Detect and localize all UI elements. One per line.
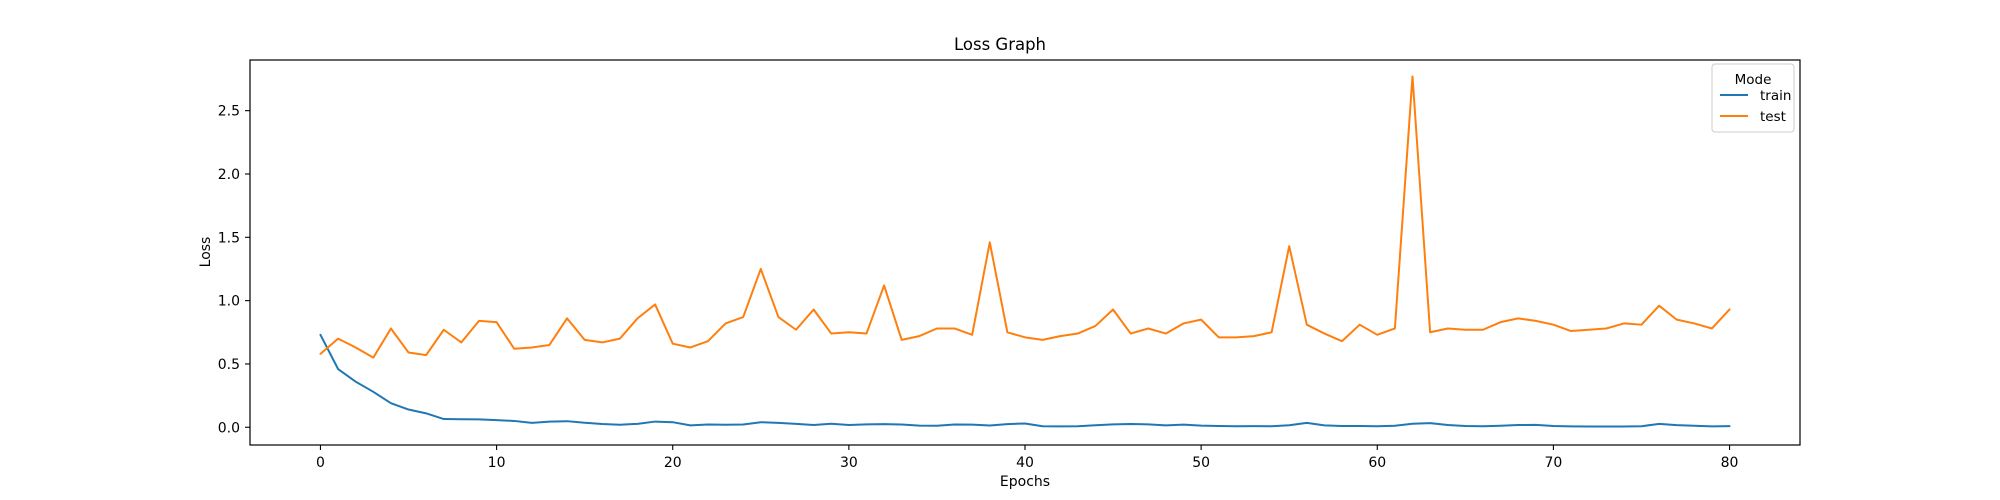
y-tick-label: 0.5 [218,357,240,373]
legend-title: Mode [1735,72,1772,88]
plot-area [249,59,1801,446]
series-line-test [319,75,1731,359]
y-tick-label: 1.0 [218,294,240,310]
x-tick-label: 30 [840,455,858,471]
x-tick-label: 20 [664,455,682,471]
legend-label-test: test [1760,109,1786,125]
x-axis-ticks: 0 10 20 30 40 50 60 70 80 [316,445,1738,471]
x-tick-label: 40 [1016,455,1034,471]
x-tick-label: 60 [1368,455,1386,471]
x-tick-label: 10 [488,455,506,471]
x-axis-label: Epochs [1000,474,1050,490]
x-tick-label: 0 [316,455,325,471]
series-lines [319,75,1731,428]
y-tick-label: 1.5 [218,230,240,246]
y-axis-ticks: 0.0 0.5 1.0 1.5 2.0 2.5 [218,104,250,436]
legend-label-train: train [1760,88,1791,104]
legend: Mode train test [1711,63,1795,133]
series-line-train [319,333,1731,428]
x-tick-label: 50 [1192,455,1210,471]
chart-title: Loss Graph [954,35,1046,54]
y-axis-label: Loss [198,237,214,268]
y-tick-label: 2.0 [218,167,240,183]
y-tick-label: 2.5 [218,104,240,120]
x-tick-label: 70 [1544,455,1562,471]
y-tick-label: 0.0 [218,420,240,436]
x-tick-label: 80 [1721,455,1739,471]
